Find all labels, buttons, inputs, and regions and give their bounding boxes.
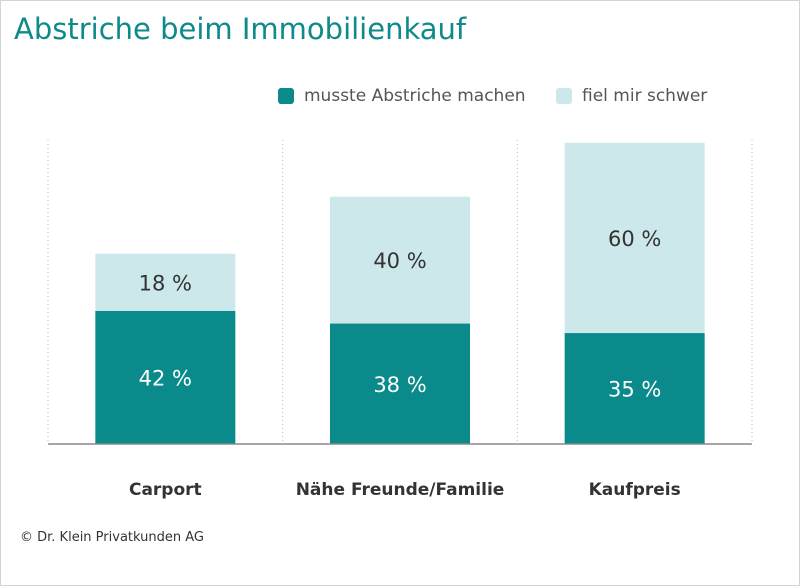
legend-label-dark: musste Abstriche machen	[304, 86, 526, 106]
category-label: Kaufpreis	[589, 480, 681, 500]
bar-segment-dark	[330, 323, 470, 444]
category-label: Nähe Freunde/Familie	[296, 480, 505, 500]
bar-segment-light	[330, 196, 470, 324]
data-label: 40 %	[373, 249, 426, 273]
legend-item-light: fiel mir schwer	[556, 86, 707, 106]
legend-swatch-dark	[278, 88, 294, 104]
data-label: 38 %	[373, 373, 426, 397]
chart-title: Abstriche beim Immobilienkauf	[14, 12, 467, 46]
bar-segment-dark	[564, 333, 705, 444]
bar-segment-light	[95, 253, 236, 311]
data-label: 35 %	[608, 378, 661, 402]
data-label: 42 %	[139, 366, 192, 390]
data-label: 18 %	[139, 271, 192, 295]
category-label: Carport	[129, 480, 202, 500]
bar-segment-dark	[95, 310, 236, 444]
legend-label-light: fiel mir schwer	[582, 86, 708, 106]
legend-swatch-light	[556, 88, 572, 104]
copyright-footer: © Dr. Klein Privatkunden AG	[20, 530, 204, 545]
data-label: 60 %	[608, 227, 661, 251]
bar-segment-light	[564, 142, 705, 334]
legend-item-dark: musste Abstriche machen	[278, 86, 526, 106]
